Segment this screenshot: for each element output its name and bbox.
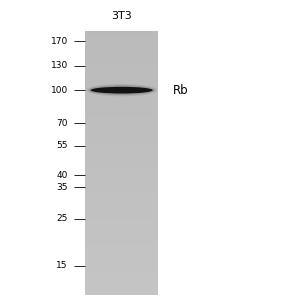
Bar (85, 291, 158, 295)
Bar (85, 84, 158, 87)
Text: 25: 25 (57, 214, 68, 223)
Bar (85, 44, 158, 47)
Bar (85, 34, 158, 37)
Bar (85, 209, 158, 212)
Bar (85, 182, 158, 186)
Bar (85, 232, 158, 235)
Bar (85, 140, 158, 143)
Bar (85, 159, 158, 163)
Bar (85, 57, 158, 60)
Bar (85, 126, 158, 130)
Bar (85, 163, 158, 166)
Text: 55: 55 (56, 141, 68, 150)
Bar (85, 123, 158, 126)
Bar (85, 179, 158, 182)
Bar (85, 113, 158, 116)
Ellipse shape (88, 85, 155, 95)
Bar (85, 166, 158, 169)
Bar (85, 31, 158, 34)
Bar (85, 222, 158, 225)
Bar (85, 103, 158, 107)
Bar (85, 110, 158, 113)
Text: 170: 170 (51, 37, 68, 45)
Bar (85, 255, 158, 258)
Text: 130: 130 (51, 61, 68, 70)
Bar (85, 212, 158, 216)
Bar (85, 146, 158, 150)
Bar (85, 235, 158, 239)
Bar (85, 262, 158, 265)
Bar (85, 120, 158, 123)
Bar (85, 225, 158, 229)
Text: 35: 35 (56, 183, 68, 192)
Bar (85, 87, 158, 90)
Bar (85, 268, 158, 272)
Bar (85, 93, 158, 97)
Bar (85, 202, 158, 206)
Bar (85, 169, 158, 173)
Bar (85, 245, 158, 249)
Text: 70: 70 (56, 119, 68, 128)
Bar (85, 285, 158, 288)
Bar (85, 50, 158, 54)
Bar (85, 70, 158, 74)
Ellipse shape (91, 87, 153, 94)
Bar (85, 219, 158, 222)
Bar (85, 252, 158, 255)
Bar (85, 116, 158, 120)
Bar (85, 216, 158, 219)
Bar (85, 199, 158, 202)
Bar (85, 176, 158, 179)
Bar (85, 47, 158, 50)
Text: 100: 100 (51, 86, 68, 95)
Bar (85, 80, 158, 84)
Ellipse shape (86, 84, 157, 96)
Bar (85, 107, 158, 110)
Bar (85, 130, 158, 133)
Bar (85, 229, 158, 232)
Bar (85, 206, 158, 209)
Bar (85, 282, 158, 285)
Bar (85, 278, 158, 282)
Text: Rb: Rb (173, 84, 188, 97)
Bar (85, 258, 158, 262)
Bar (85, 248, 158, 252)
Bar (85, 265, 158, 268)
Bar (85, 189, 158, 192)
Bar (85, 37, 158, 41)
Bar (85, 143, 158, 146)
Bar (85, 156, 158, 159)
Bar (85, 64, 158, 67)
Text: 3T3: 3T3 (111, 11, 132, 21)
Text: 15: 15 (56, 262, 68, 270)
Bar (85, 288, 158, 291)
Text: 40: 40 (57, 171, 68, 180)
Bar (85, 150, 158, 153)
Bar (85, 192, 158, 196)
Bar (85, 239, 158, 242)
Bar (85, 60, 158, 64)
Bar (85, 74, 158, 77)
Bar (85, 100, 158, 103)
Bar (85, 173, 158, 176)
Bar (85, 136, 158, 140)
Bar (85, 90, 158, 93)
Bar (85, 54, 158, 57)
Bar (85, 186, 158, 189)
Bar (85, 67, 158, 70)
Bar (85, 196, 158, 199)
Bar (85, 242, 158, 245)
Bar (85, 275, 158, 278)
Bar (85, 133, 158, 136)
Bar (85, 272, 158, 275)
Bar (85, 97, 158, 100)
Bar (85, 153, 158, 156)
Bar (85, 77, 158, 80)
Bar (85, 41, 158, 44)
